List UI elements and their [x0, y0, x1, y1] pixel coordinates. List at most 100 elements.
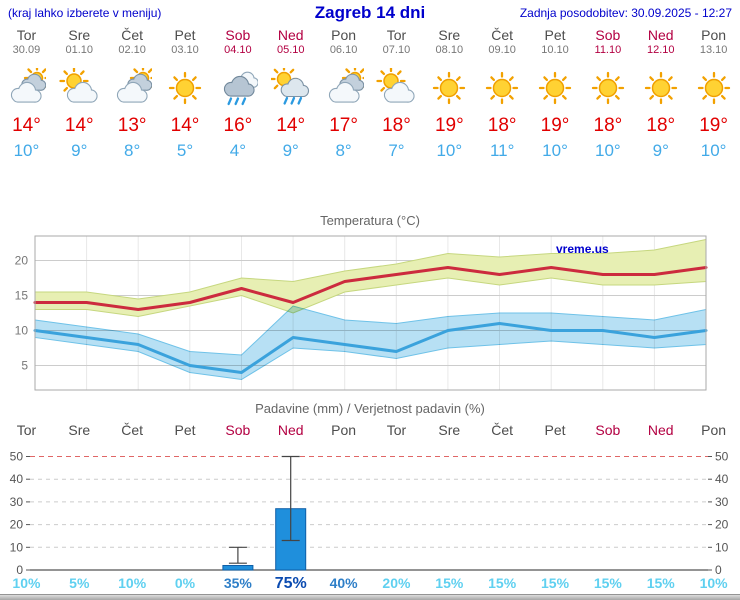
- day-column[interactable]: Pon 13.10 19° 10°: [687, 27, 740, 163]
- forecast-days-table: Tor 30.09 14° 10° Sre 01.10 14° 9° Čet 02.10 13° 8°…: [0, 27, 740, 163]
- precip-probability-value: 10%: [699, 575, 728, 591]
- max-temperature-value: 19°: [540, 115, 570, 136]
- day-date-label: 09.10: [488, 44, 516, 56]
- temperature-chart: 5 10 15 20: [15, 235, 708, 391]
- sunny-icon: [529, 66, 582, 110]
- max-temperature-value: 17°: [329, 115, 358, 136]
- min-temperature-value: 9°: [282, 141, 299, 160]
- day-column[interactable]: Pet 03.10 14° 5°: [159, 27, 212, 163]
- day-column[interactable]: Ned 12.10 18° 9°: [634, 27, 687, 163]
- min-temperature-value: 9°: [652, 141, 669, 160]
- day-column[interactable]: Sob 11.10 18° 10°: [581, 27, 634, 163]
- watermark-link[interactable]: vreme.us: [556, 242, 609, 256]
- precip-probability-value: 75%: [274, 575, 307, 592]
- day-name-label: Ned: [277, 27, 304, 43]
- temperature-chart-title: Temperatura (°C): [320, 213, 420, 228]
- max-temperature-value: 18°: [646, 115, 676, 136]
- day-name-label: Pet: [544, 27, 566, 43]
- sunny-icon: [423, 66, 476, 110]
- day-name-label: Pon: [331, 27, 357, 43]
- precip-probability-value: 15%: [488, 575, 517, 591]
- max-temperature-value: 14°: [170, 115, 200, 136]
- day-name-label: Sre: [68, 27, 91, 43]
- day-column[interactable]: Čet 02.10 13° 8°: [106, 27, 159, 163]
- min-temperature-value: 10°: [13, 141, 40, 160]
- max-temperature-value: 18°: [593, 115, 623, 136]
- max-temperature-value: 14°: [12, 115, 41, 136]
- precip-day-label: Pet: [174, 422, 196, 438]
- day-column[interactable]: Pon 06.10 17° 8°: [317, 27, 370, 163]
- svg-text:40: 40: [715, 472, 729, 486]
- svg-text:5: 5: [21, 359, 28, 373]
- day-date-label: 04.10: [224, 44, 252, 56]
- min-temperature-value: 7°: [388, 141, 405, 160]
- sunny-icon: [687, 66, 740, 110]
- precip-day-label: Pet: [544, 422, 566, 438]
- day-name-label: Sre: [438, 27, 461, 43]
- precip-probability-value: 35%: [223, 575, 252, 591]
- day-date-label: 13.10: [699, 44, 728, 56]
- day-column[interactable]: Čet 09.10 18° 11°: [476, 27, 529, 163]
- day-name-label: Sob: [225, 27, 251, 43]
- day-name-label: Sob: [595, 27, 621, 43]
- min-temperature-value: 8°: [124, 141, 141, 160]
- svg-text:20: 20: [715, 518, 729, 532]
- max-temperature-value: 18°: [487, 115, 517, 136]
- day-date-label: 05.10: [276, 44, 305, 56]
- precipitation-chart: 0 0 10 10 20 20 30 30 40 40 50 50: [10, 450, 729, 577]
- day-name-label: Čet: [121, 27, 144, 43]
- day-column[interactable]: Tor 07.10 18° 7°: [370, 27, 423, 163]
- precip-probability-value: 15%: [593, 575, 622, 591]
- day-name-label: Čet: [491, 27, 514, 43]
- min-temperature-value: 8°: [335, 141, 352, 160]
- day-name-label: Tor: [386, 27, 407, 43]
- day-column[interactable]: Ned 05.10 14° 9°: [264, 27, 317, 163]
- precip-day-label: Ned: [277, 422, 304, 438]
- precip-day-label: Sre: [438, 422, 461, 438]
- precip-probability-value: 15%: [646, 575, 675, 591]
- precip-day-label: Pon: [701, 422, 727, 438]
- min-temperature-value: 10°: [595, 141, 621, 160]
- cloudy-icon: [0, 66, 53, 110]
- menu-hint: (kraj lahko izberete v meniju): [8, 6, 162, 20]
- svg-text:10: 10: [15, 324, 29, 338]
- day-date-label: 08.10: [435, 44, 464, 56]
- svg-text:30: 30: [10, 495, 24, 509]
- min-temperature-value: 10°: [436, 141, 463, 160]
- svg-text:0: 0: [715, 563, 722, 576]
- precipitation-probability-row: 10% 5% 10% 0% 35% 75% 40% 20% 15% 15% 15% 15% 15% 10%: [0, 575, 740, 593]
- svg-text:30: 30: [715, 495, 729, 509]
- day-column[interactable]: Sre 08.10 19° 10°: [423, 27, 476, 163]
- precip-day-label: Čet: [491, 422, 514, 438]
- min-temperature-value: 10°: [542, 141, 568, 160]
- day-date-label: 07.10: [382, 44, 411, 56]
- horizontal-scrollbar[interactable]: [0, 594, 740, 600]
- day-date-label: 01.10: [65, 44, 94, 56]
- cloudy-icon: [106, 66, 159, 110]
- precip-day-label: Ned: [647, 422, 674, 438]
- day-column[interactable]: Tor 30.09 14° 10°: [0, 27, 53, 163]
- day-column[interactable]: Sob 04.10 16° 4°: [211, 27, 264, 163]
- min-temperature-value: 11°: [489, 141, 515, 160]
- precip-day-label: Sob: [225, 422, 251, 438]
- day-date-label: 06.10: [329, 44, 358, 56]
- day-column[interactable]: Sre 01.10 14° 9°: [53, 27, 106, 163]
- precip-day-label: Sre: [68, 422, 91, 438]
- day-name-label: Tor: [16, 27, 37, 43]
- rain-icon: [211, 66, 264, 110]
- sunny-icon: [476, 66, 529, 110]
- day-column[interactable]: Pet 10.10 19° 10°: [529, 27, 582, 163]
- min-temperature-value: 5°: [176, 141, 194, 160]
- min-temperature-value: 9°: [71, 141, 88, 160]
- precip-probability-value: 5%: [69, 575, 90, 591]
- day-name-label: Pon: [701, 27, 727, 43]
- temperature-chart-area: 5 10 15 20 vreme.us: [0, 230, 740, 398]
- precip-probability-value: 15%: [435, 575, 464, 591]
- day-name-label: Ned: [647, 27, 674, 43]
- day-date-label: 03.10: [171, 44, 199, 56]
- svg-text:10: 10: [715, 540, 729, 554]
- precipitation-day-labels: Tor Sre Čet Pet Sob Ned Pon Tor Sre Čet Pet Sob Ned P…: [0, 422, 740, 438]
- svg-text:10: 10: [10, 540, 24, 554]
- cloudy-icon: [317, 66, 370, 110]
- precip-probability-value: 0%: [174, 575, 196, 591]
